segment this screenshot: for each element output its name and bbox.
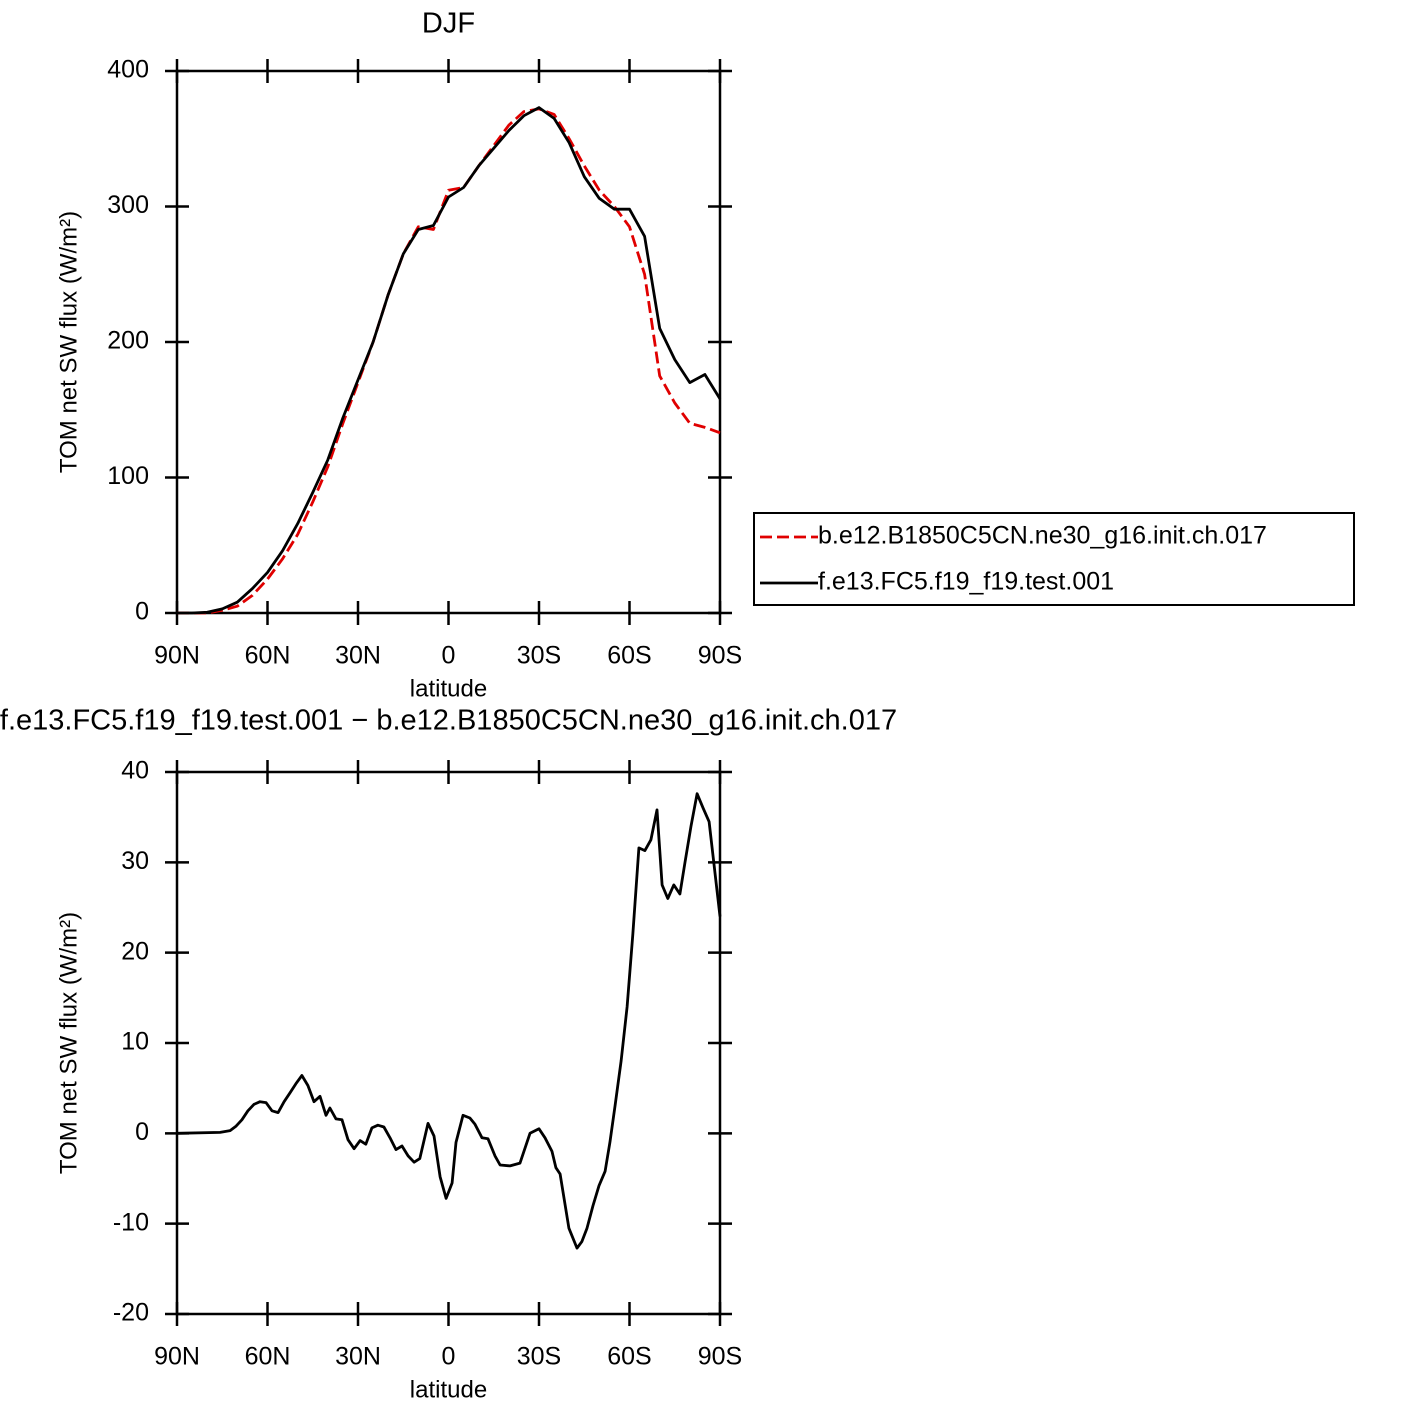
y-tick-label: 0 bbox=[135, 598, 149, 626]
y-tick-label: 400 bbox=[107, 56, 149, 84]
x-tick-label: 30N bbox=[335, 642, 381, 670]
y-tick-label: -10 bbox=[113, 1208, 149, 1236]
x-tick-label: 30N bbox=[335, 1343, 381, 1371]
x-tick-label: 60S bbox=[607, 642, 651, 670]
x-tick-label: 60N bbox=[245, 642, 291, 670]
x-tick-label: 0 bbox=[442, 642, 456, 670]
x-tick-label: 90N bbox=[154, 642, 200, 670]
y-tick-label: 20 bbox=[121, 937, 149, 965]
legend-label: b.e12.B1850C5CN.ne30_g16.init.ch.017 bbox=[818, 522, 1267, 550]
data-line bbox=[177, 107, 721, 615]
data-line bbox=[176, 792, 722, 1250]
y-tick-label: 10 bbox=[121, 1028, 149, 1056]
y-axis-label: TOM net SW flux (W/m²) bbox=[55, 211, 82, 473]
chart-title: f.e13.FC5.f19_f19.test.001 − b.e12.B1850… bbox=[0, 705, 897, 737]
x-tick-label: 30S bbox=[517, 1343, 561, 1371]
y-tick-label: 40 bbox=[121, 757, 149, 785]
y-tick-label: 100 bbox=[107, 462, 149, 490]
chart-title: DJF bbox=[422, 8, 475, 40]
x-axis-label: latitude bbox=[410, 1376, 487, 1403]
legend-box bbox=[753, 512, 1355, 606]
y-axis-label: TOM net SW flux (W/m²) bbox=[55, 912, 82, 1174]
y-tick-label: 30 bbox=[121, 847, 149, 875]
plot-frame bbox=[175, 69, 722, 615]
x-axis-label: latitude bbox=[410, 675, 487, 702]
x-tick-label: 30S bbox=[517, 642, 561, 670]
y-tick-label: -20 bbox=[113, 1299, 149, 1327]
x-tick-label: 90S bbox=[698, 642, 742, 670]
legend-label: f.e13.FC5.f19_f19.test.001 bbox=[818, 568, 1114, 596]
x-tick-label: 90N bbox=[154, 1343, 200, 1371]
x-tick-label: 60S bbox=[607, 1343, 651, 1371]
x-tick-label: 90S bbox=[698, 1343, 742, 1371]
data-line bbox=[177, 106, 722, 615]
y-tick-label: 300 bbox=[107, 191, 149, 219]
x-tick-label: 0 bbox=[442, 1343, 456, 1371]
x-tick-label: 60N bbox=[245, 1343, 291, 1371]
y-tick-label: 0 bbox=[135, 1118, 149, 1146]
y-tick-label: 200 bbox=[107, 327, 149, 355]
